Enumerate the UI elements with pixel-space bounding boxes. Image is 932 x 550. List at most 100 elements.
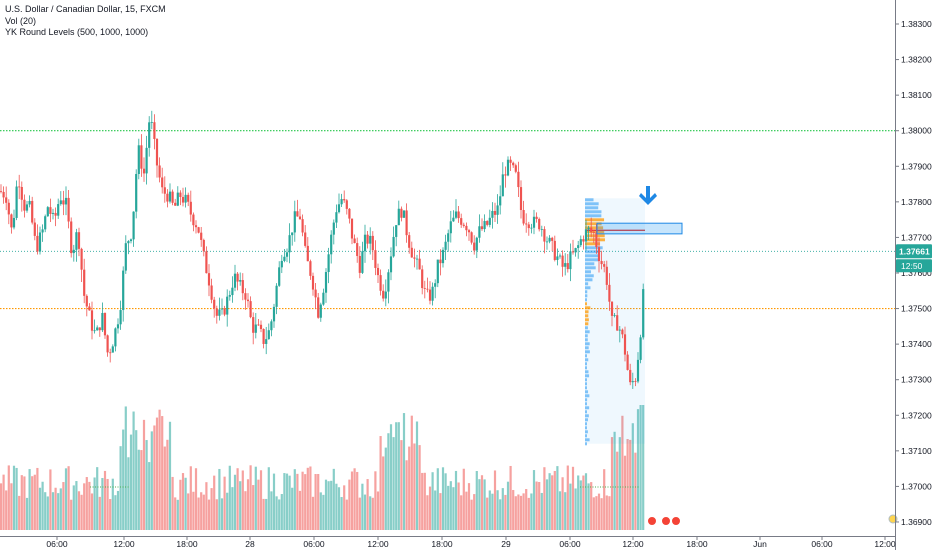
candle bbox=[595, 223, 598, 254]
candle-body bbox=[200, 232, 203, 240]
candle bbox=[70, 217, 73, 258]
candle-body bbox=[592, 232, 595, 233]
volume-bar bbox=[480, 475, 484, 530]
candle bbox=[561, 250, 564, 277]
volume-bar bbox=[574, 488, 577, 530]
candle bbox=[31, 196, 34, 225]
candle-body bbox=[324, 272, 328, 293]
volume-bar bbox=[379, 436, 382, 530]
candle-body bbox=[361, 251, 364, 273]
candle-body bbox=[0, 191, 3, 192]
candle-body bbox=[558, 255, 562, 257]
candle-body bbox=[163, 187, 166, 194]
candle-body bbox=[340, 199, 343, 205]
candle bbox=[51, 208, 55, 220]
candle-body bbox=[382, 290, 385, 299]
candle-body bbox=[252, 317, 255, 333]
volume-bar bbox=[441, 467, 445, 530]
volume-bar bbox=[382, 456, 385, 530]
candle-body bbox=[228, 295, 231, 297]
candle-body bbox=[161, 177, 164, 188]
volume-profile-row bbox=[585, 222, 602, 226]
volume-bar bbox=[31, 476, 34, 530]
volume-profile-row bbox=[585, 318, 589, 322]
volume-bar bbox=[77, 491, 81, 530]
candle bbox=[179, 190, 182, 206]
volume-bar bbox=[280, 494, 283, 530]
candle-body bbox=[556, 256, 559, 260]
round-levels-indicator-label[interactable]: YK Round Levels (500, 1000, 1000) bbox=[5, 27, 149, 37]
candle-body bbox=[618, 329, 621, 331]
volume-bar bbox=[12, 465, 16, 530]
volume-profile-row bbox=[585, 430, 588, 434]
volume-profile-row bbox=[585, 414, 589, 418]
candle-body bbox=[454, 211, 458, 218]
candle bbox=[213, 296, 216, 318]
volume-bar bbox=[270, 491, 273, 530]
candle bbox=[587, 225, 590, 241]
candle-body bbox=[145, 147, 148, 174]
volume-bar bbox=[506, 481, 510, 530]
candle bbox=[23, 194, 26, 218]
candle bbox=[163, 176, 166, 203]
chart-legend[interactable]: U.S. Dollar / Canadian Dollar, 15, FXCM … bbox=[5, 4, 166, 39]
volume-profile-row bbox=[585, 282, 589, 286]
volume-profile-row bbox=[585, 226, 604, 230]
candle bbox=[158, 157, 161, 183]
time-tick-label: 06:00 bbox=[303, 539, 325, 549]
volume-bar bbox=[317, 474, 320, 530]
candle-body bbox=[171, 191, 174, 203]
candle-body bbox=[64, 197, 68, 205]
candle-body bbox=[202, 239, 205, 252]
volume-indicator-label[interactable]: Vol (20) bbox=[5, 15, 37, 26]
candle bbox=[582, 235, 585, 250]
candle-body bbox=[166, 193, 169, 202]
volume-profile-row bbox=[585, 310, 589, 314]
candle-body bbox=[587, 227, 590, 230]
volume-bar bbox=[356, 471, 359, 530]
candle-body bbox=[168, 191, 172, 202]
candle bbox=[525, 213, 528, 233]
candle bbox=[488, 209, 491, 228]
candle bbox=[335, 204, 338, 228]
volume-bar bbox=[187, 493, 190, 530]
candle bbox=[210, 278, 213, 304]
candle-body bbox=[530, 227, 533, 229]
candle bbox=[103, 312, 107, 339]
candle-body bbox=[363, 234, 367, 252]
volume-bar bbox=[499, 499, 502, 530]
candle-body bbox=[223, 308, 226, 315]
candle bbox=[0, 184, 3, 194]
candle bbox=[25, 200, 29, 213]
volume-bar bbox=[184, 477, 187, 530]
volume-bar bbox=[543, 467, 546, 530]
candle bbox=[454, 199, 458, 220]
volume-bar bbox=[387, 433, 390, 530]
volume-bar bbox=[569, 483, 572, 530]
candle bbox=[613, 312, 616, 318]
volume-profile-row bbox=[585, 350, 590, 354]
symbol-title[interactable]: U.S. Dollar / Canadian Dollar, 15, FXCM bbox=[5, 4, 166, 14]
candle-body bbox=[348, 208, 351, 219]
candle bbox=[278, 261, 281, 287]
volume-histogram bbox=[0, 405, 645, 530]
candle-body bbox=[639, 337, 642, 360]
volume-bar bbox=[405, 460, 408, 530]
volume-bar bbox=[434, 490, 437, 530]
volume-bar bbox=[532, 470, 536, 530]
price-tick-label: 1.37300 bbox=[901, 375, 932, 385]
candle-body bbox=[72, 249, 75, 254]
volume-bar bbox=[90, 493, 94, 530]
volume-bar bbox=[496, 490, 499, 530]
candle-body bbox=[402, 210, 406, 218]
volume-bar bbox=[226, 492, 229, 530]
candle-body bbox=[397, 208, 400, 226]
volume-bar bbox=[223, 476, 226, 530]
candle-body bbox=[626, 354, 629, 370]
time-tick-label: Jun bbox=[753, 539, 767, 549]
candle bbox=[387, 269, 390, 304]
candle bbox=[18, 174, 21, 200]
candle bbox=[566, 253, 569, 273]
candle bbox=[603, 260, 606, 273]
